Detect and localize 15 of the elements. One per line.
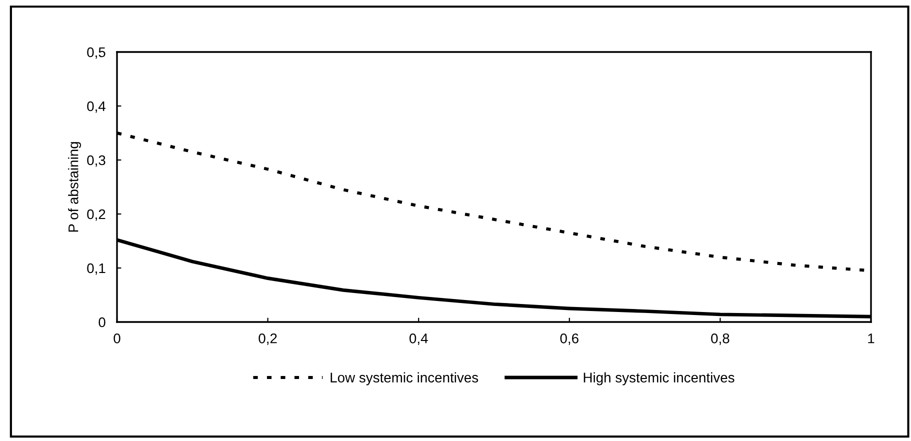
legend-label: High systemic incentives	[584, 372, 734, 386]
x-tick-label: 0,8	[711, 333, 730, 345]
y-axis-title: P of abstaining	[68, 142, 82, 232]
legend-label: Low systemic incentives	[330, 372, 478, 386]
x-tick-label: 1	[868, 334, 874, 344]
x-tick-label: 0,4	[409, 333, 428, 345]
y-tick-label: 0,1	[87, 263, 106, 275]
y-tick-label: 0,3	[87, 155, 106, 167]
x-tick-label: 0,2	[258, 333, 277, 345]
y-tick-label: 0,5	[87, 47, 106, 59]
y-tick-label: 0,4	[87, 101, 106, 113]
y-tick-label: 0	[98, 317, 106, 328]
x-tick-label: 0	[114, 333, 120, 344]
x-tick-label: 0,6	[560, 333, 578, 345]
y-tick-label: 0,2	[87, 209, 106, 221]
